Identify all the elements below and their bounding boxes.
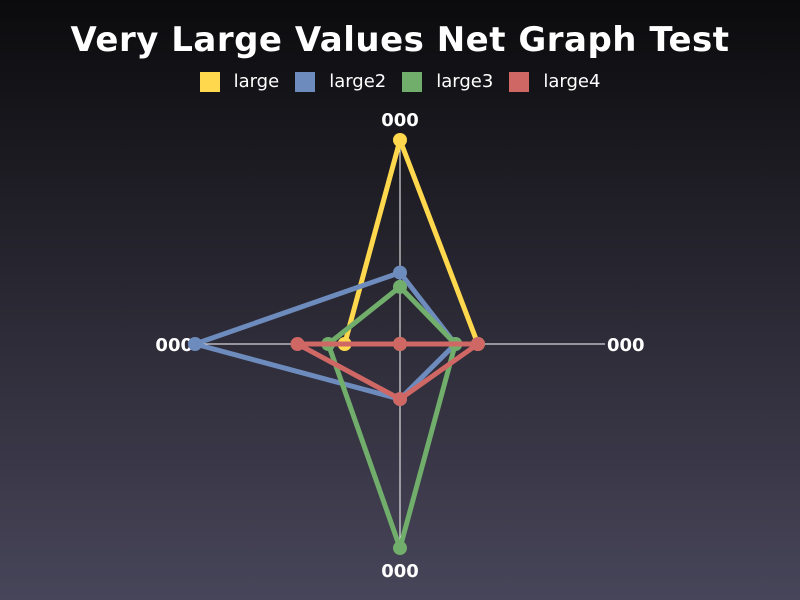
data-point-large2-3 bbox=[188, 337, 202, 351]
axis-label-1: 000 bbox=[607, 335, 645, 356]
legend-swatch bbox=[199, 71, 220, 92]
legend-item-large: large bbox=[199, 71, 280, 92]
series-line-large2 bbox=[192, 270, 458, 402]
axis-label-0: 000 bbox=[381, 110, 419, 131]
data-point-large3-2 bbox=[393, 541, 407, 555]
data-point-large4-1 bbox=[470, 337, 485, 351]
legend-item-large3: large3 bbox=[402, 71, 493, 92]
legend-swatch bbox=[402, 71, 423, 92]
legend-label: large4 bbox=[543, 71, 601, 92]
chart-title: Very Large Values Net Graph Test bbox=[70, 20, 730, 60]
axis-label-3: 000 bbox=[155, 335, 193, 356]
legend-swatch bbox=[295, 71, 316, 92]
data-point-large4-0 bbox=[393, 337, 407, 351]
legend: large large2 large3 large4 bbox=[0, 71, 800, 92]
data-point-large-0 bbox=[393, 133, 407, 147]
data-point-large3-0 bbox=[393, 279, 407, 294]
legend-label: large bbox=[233, 71, 280, 92]
data-point-large4-2 bbox=[393, 392, 407, 407]
legend-item-large2: large2 bbox=[295, 71, 386, 92]
axis-label-2: 000 bbox=[381, 561, 419, 582]
data-point-large2-0 bbox=[393, 265, 407, 280]
legend-item-large4: large4 bbox=[509, 71, 600, 92]
legend-swatch bbox=[509, 71, 530, 92]
series-line-large3 bbox=[325, 284, 458, 551]
data-point-large4-3 bbox=[290, 337, 305, 351]
legend-label: large2 bbox=[329, 71, 387, 92]
legend-label: large3 bbox=[436, 71, 494, 92]
